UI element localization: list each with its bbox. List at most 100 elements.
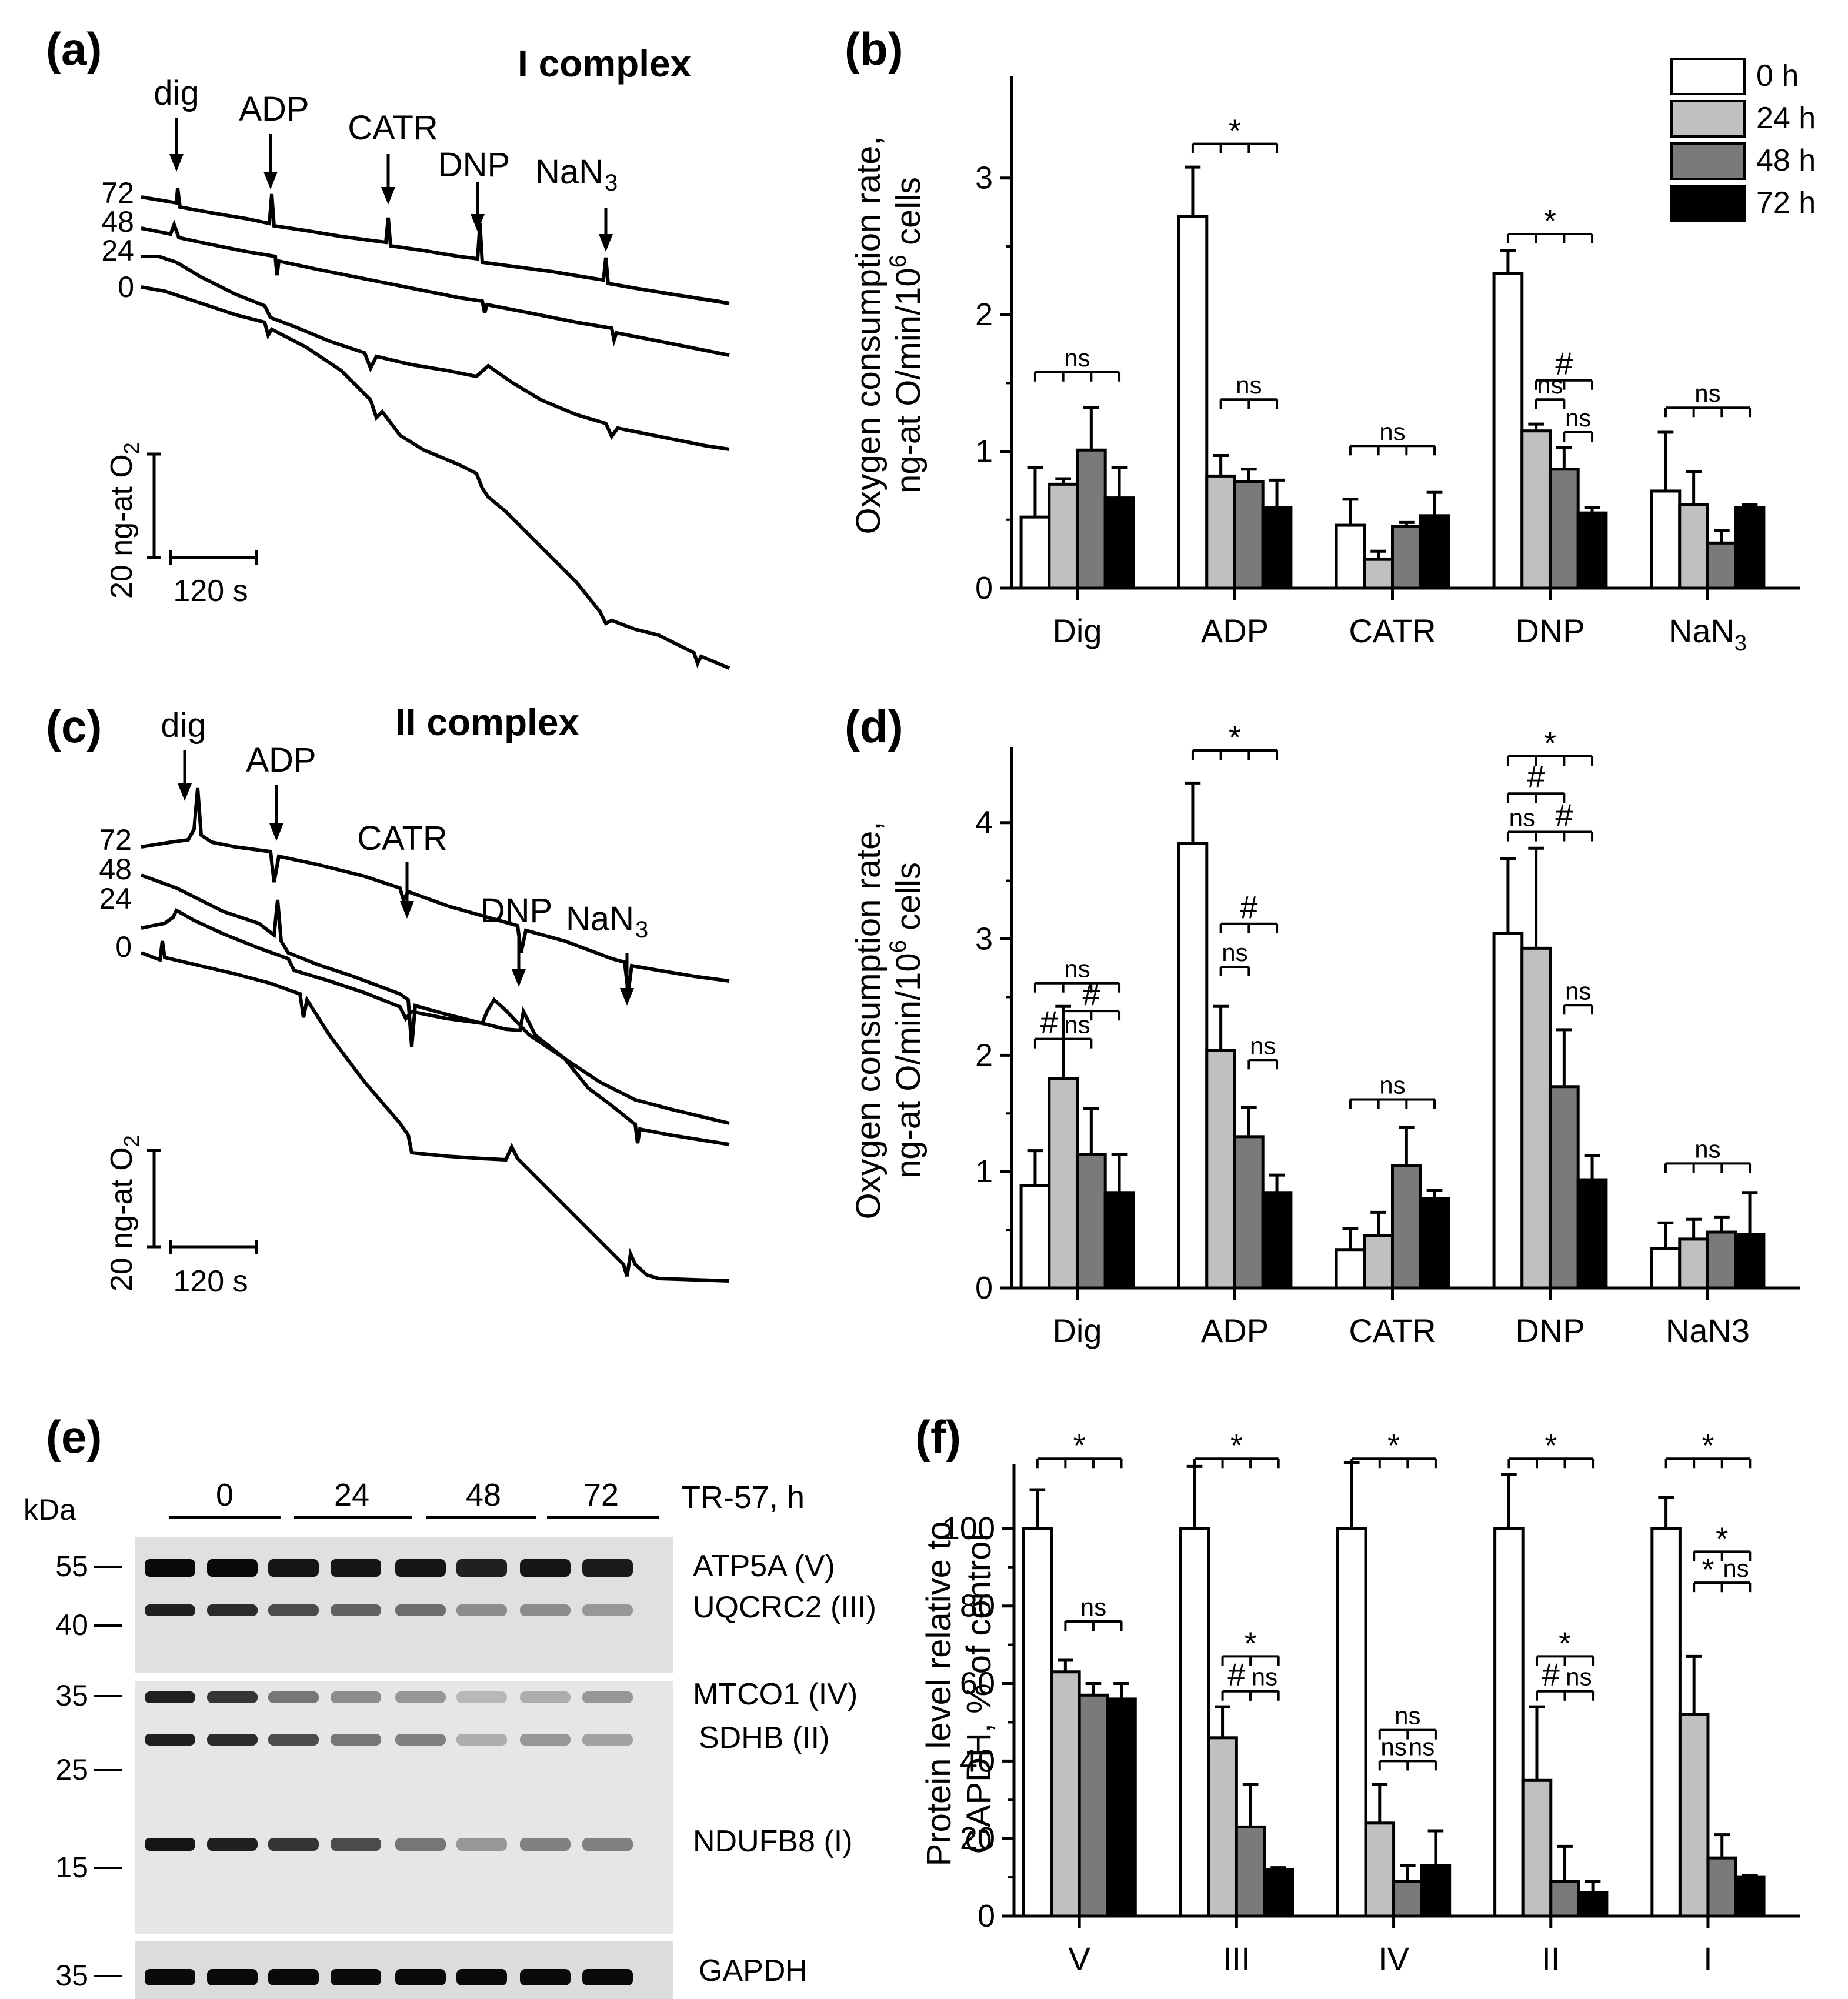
trace-label-c-0: 0 [115,930,132,963]
significance-label-d-14: ns [1694,1135,1720,1163]
mw-35: 35 [55,1679,88,1712]
mw-55: 55 [55,1550,88,1583]
panel-a-letter: (a) [46,23,102,75]
bar-f-i-0h [1650,1527,1682,1918]
significance-b-0: ns [1033,344,1121,382]
significance-label-f-5: ns [1252,1663,1277,1691]
arrowhead-a-nan [599,234,613,252]
x-tick-label-b-2: CATR [1349,612,1436,649]
lane-label-24: 24 [334,1477,369,1513]
mw-markers: 55 40 35 25 15 35 [55,1550,122,1992]
significance-d-14: ns [1664,1135,1752,1173]
panel-c: (c) II complex dig ADP CATR DNP NaN 3 [46,700,730,1299]
significance-b-4: * [1506,203,1594,243]
y-tick-label-d-0: 0 [975,1270,993,1306]
trace-a-0 [141,285,730,670]
bar-d-dig-48h [1075,1153,1107,1290]
bar-d-catr-48h [1390,1164,1422,1290]
bar-f-v-24h [1050,1670,1081,1918]
bar-f-v-72h [1106,1697,1137,1918]
bar-f-ii-0h [1493,1527,1525,1918]
bar-b-dig-48h [1075,448,1107,590]
significance-label-d-4: * [1229,720,1241,755]
significance-label-d-0: ns [1064,955,1090,983]
band-sdhb-lane-8 [582,1734,633,1746]
significance-d-13: ns [1563,977,1594,1015]
significance-label-f-0: * [1073,1428,1086,1463]
significance-label-f-12: # [1542,1657,1560,1693]
bar-d-dig-0h [1019,1184,1051,1290]
band-ndufb8-lane-1 [145,1838,195,1851]
protein-gapdh: GAPDH [699,1954,808,1988]
trace-label-a-24: 24 [101,234,134,267]
significance-d-12: # [1535,798,1594,842]
x-tick-label-f-3: II [1542,1940,1560,1977]
band-sdhb-lane-6 [456,1734,507,1746]
band-ndufb8-lane-5 [395,1838,446,1851]
trace-label-a-0: 0 [118,271,134,303]
x-tick-label-b-3: DNP [1515,612,1585,649]
marker-a-nan: NaN [535,153,603,191]
marker-c-catr: CATR [357,819,448,857]
band-mtco1-lane-1 [145,1691,195,1703]
band-ndufb8-lane-8 [582,1838,633,1851]
significance-d-2: # [1033,1005,1065,1049]
significance-label-d-1: # [1082,977,1100,1012]
bar-d-adp-48h [1233,1135,1265,1290]
scale-c-x-label: 120 s [173,1264,248,1299]
panel-c-title: II complex [395,701,579,743]
band-mtco1-lane-2 [207,1691,258,1703]
significance-label-f-9: ns [1409,1733,1435,1760]
significance-d-10: # [1506,759,1566,803]
x-tick-label-f-2: IV [1378,1940,1410,1977]
significance-label-b-7: ns [1565,404,1591,432]
bar-b-adp-24h [1205,474,1236,590]
band-gapdh-lane-4 [331,1969,381,1985]
scale-a-y-label: 20 ng-at O2 [105,442,144,599]
band-ndufb8-lane-4 [331,1838,381,1851]
bar-d-adp-72h [1261,1191,1293,1290]
significance-label-d-13: ns [1565,977,1591,1004]
bar-d-dnp-48h [1548,1085,1580,1290]
bar-f-ii-48h [1549,1880,1580,1918]
bar-d-dig-24h [1048,1077,1079,1290]
bar-b-catr-72h [1419,514,1450,590]
band-ndufb8-lane-3 [268,1838,319,1851]
blot-membrane-2 [135,1681,673,1934]
band-mtco1-lane-8 [582,1691,633,1703]
significance-b-2: ns [1219,371,1279,409]
band-uqcrc2-lane-3 [268,1604,319,1616]
arrowhead-a-adp [263,172,278,189]
marker-a-catr: CATR [348,109,438,147]
significance-b-5: # [1535,346,1594,390]
significance-label-f-8: ns [1380,1733,1406,1760]
bar-d-adp-24h [1205,1049,1236,1290]
band-atp5a-lane-7 [520,1559,571,1577]
band-atp5a-lane-6 [456,1559,507,1577]
significance-label-d-7: ns [1250,1032,1276,1059]
panel-a: (a) I complex dig ADP CATR DNP NaN 3 [46,23,730,670]
significance-label-f-4: # [1227,1657,1245,1693]
marker-c-dnp: DNP [481,892,552,930]
band-mtco1-lane-4 [331,1691,381,1703]
band-gapdh-lane-5 [395,1969,446,1985]
arrowhead-c-dnp [512,969,526,987]
mw-35-gapdh: 35 [55,1959,88,1992]
y-tick-label-f-0: 0 [978,1898,995,1934]
band-atp5a-lane-1 [145,1559,195,1577]
band-uqcrc2-lane-8 [582,1604,633,1616]
significance-label-b-6: ns [1537,371,1563,399]
significance-b-1: * [1191,114,1279,153]
bar-b-dnp-72h [1576,511,1608,590]
y-axis-title-d-line2: ng-at O/min/106 cells [885,862,928,1179]
y-axis-title-f-line1: Protein level relative to [920,1521,958,1867]
significance-label-f-1: ns [1080,1593,1106,1621]
protein-ndufb8: NDUFB8 (I) [693,1824,853,1858]
significance-label-f-11: * [1559,1626,1571,1661]
significance-f-12: # [1535,1657,1566,1701]
trace-label-a-72: 72 [101,176,134,209]
panel-e: (e) kDa TR-57, h 0 24 48 72 55 40 35 25 … [24,1411,876,1999]
chart-b: (b) 0 1 2 3 Oxygen consumption rate, ng-at O/m… [845,23,1800,656]
significance-d-3: ns [1062,1011,1093,1049]
significance-b-6: ns [1535,371,1566,409]
